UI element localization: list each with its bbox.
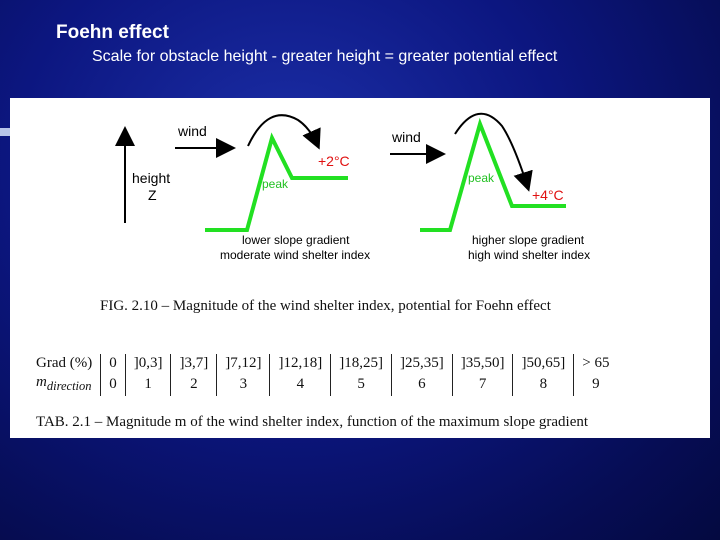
right-wind-label: wind — [391, 129, 421, 145]
table-cell: ]12,18] — [269, 354, 332, 373]
table-cell: 6 — [391, 373, 453, 396]
left-edge-marker — [0, 128, 10, 136]
right-temp-label: +4°C — [532, 187, 564, 203]
right-flow-arrow — [454, 112, 533, 192]
right-gradient-label: higher slope gradient — [472, 233, 585, 247]
table-cell: 9 — [592, 376, 600, 392]
table-header-grad: Grad (%) — [36, 354, 102, 373]
left-terrain-line — [205, 132, 348, 232]
left-flow-arrow — [247, 114, 321, 150]
table-caption: TAB. 2.1 – Magnitude m of the wind shelt… — [36, 414, 589, 430]
right-index-label: high wind shelter index — [468, 248, 590, 262]
table-cell: > 65 — [582, 355, 610, 371]
figure-panel: height Z wind peak +2°C lower slope grad… — [10, 98, 710, 438]
table-cell: 1 — [125, 373, 172, 396]
table-cell: ]50,65] — [512, 354, 575, 373]
table-cell: ]3,7] — [170, 354, 218, 373]
direction-subscript: direction — [46, 379, 92, 393]
slide-title: Foehn effect — [56, 22, 169, 43]
slide-subtitle: Scale for obstacle height - greater heig… — [92, 48, 558, 65]
table-cell: 4 — [269, 373, 332, 396]
right-peak-label: peak — [468, 171, 495, 185]
table-cell: ]25,35] — [391, 354, 453, 373]
table-cell: 3 — [216, 373, 271, 396]
left-gradient-label: lower slope gradient — [242, 233, 350, 247]
table-cell: 8 — [512, 373, 575, 396]
table-header-m-direction: mdirection — [36, 373, 102, 396]
table-cell: 7 — [452, 373, 514, 396]
left-wind-label: wind — [177, 123, 207, 139]
right-terrain-line — [420, 117, 566, 232]
table-cell: ]35,50] — [452, 354, 514, 373]
table-row: mdirection 0 1 2 3 4 5 6 7 8 9 — [36, 373, 617, 396]
table-cell: 0 — [100, 373, 126, 396]
left-temp-label: +2°C — [318, 153, 350, 169]
table-cell: 5 — [330, 373, 392, 396]
m-symbol: m — [36, 374, 47, 390]
table-cell: 0 — [100, 354, 126, 373]
table-cell: ]7,12] — [216, 354, 271, 373]
foehn-diagram: height Z wind peak +2°C lower slope grad… — [115, 112, 590, 262]
table-cell: ]18,25] — [330, 354, 392, 373]
table-cell: ]0,3] — [125, 354, 172, 373]
left-peak-label: peak — [262, 177, 289, 191]
axis-label-height: height — [132, 170, 170, 186]
axis-label-z: Z — [148, 187, 157, 203]
table-row: Grad (%) 0 ]0,3] ]3,7] ]7,12] ]12,18] ]1… — [36, 354, 617, 373]
wind-shelter-table: Grad (%) 0 ]0,3] ]3,7] ]7,12] ]12,18] ]1… — [36, 354, 617, 396]
figure-caption: FIG. 2.10 – Magnitude of the wind shelte… — [100, 298, 551, 314]
left-index-label: moderate wind shelter index — [220, 248, 370, 262]
table-cell: 2 — [170, 373, 218, 396]
